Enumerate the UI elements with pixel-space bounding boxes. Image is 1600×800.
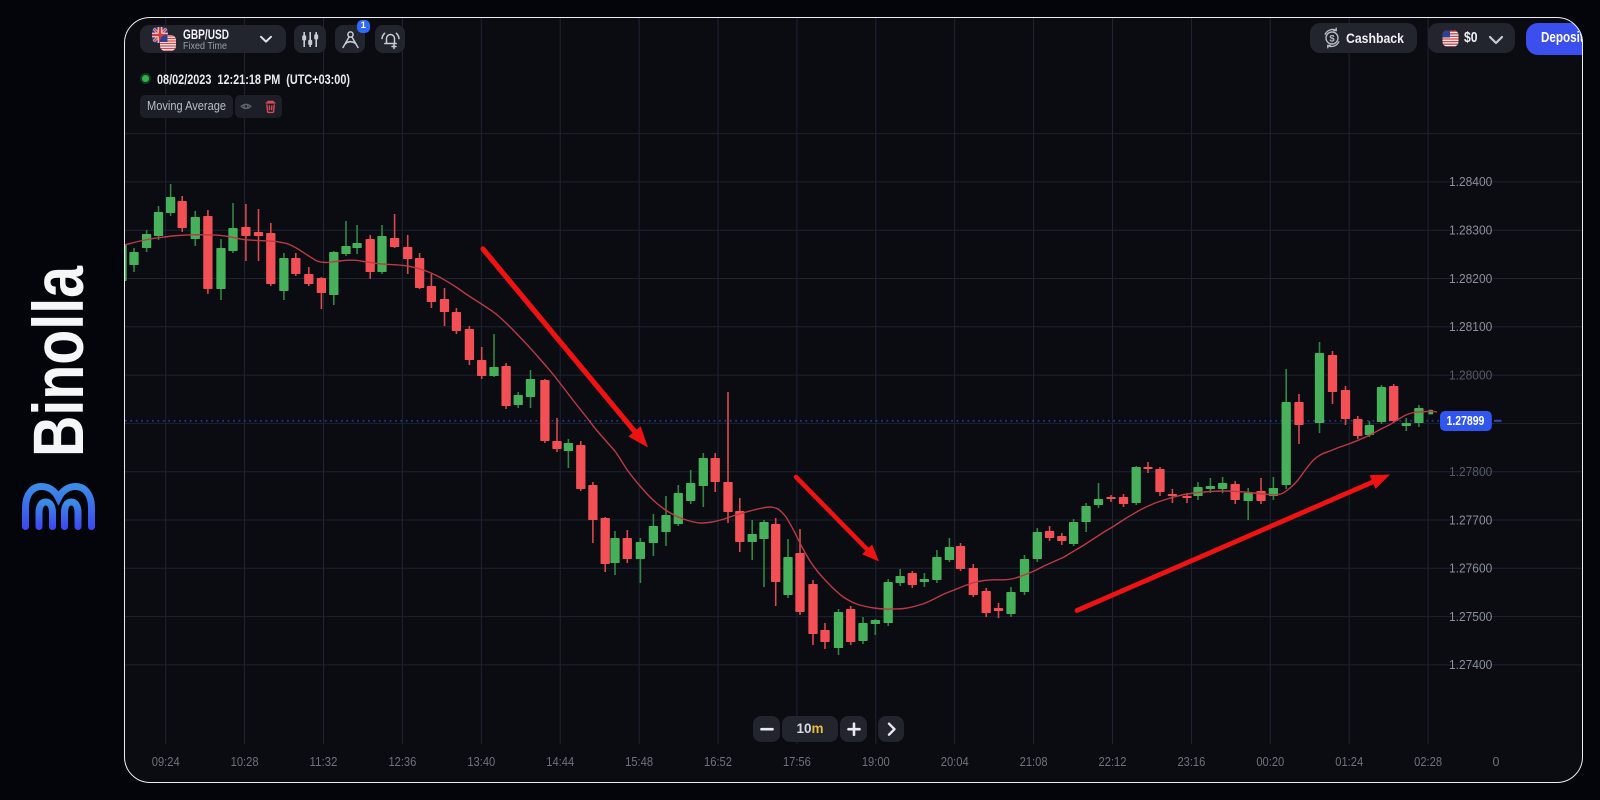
svg-text:17:56: 17:56	[783, 755, 811, 769]
svg-text:1.28400: 1.28400	[1449, 175, 1492, 189]
svg-text:1.27800: 1.27800	[1449, 465, 1492, 479]
svg-text:1.28300: 1.28300	[1449, 224, 1492, 238]
svg-text:10:28: 10:28	[231, 755, 259, 769]
svg-text:13:40: 13:40	[467, 755, 495, 769]
svg-text:23:16: 23:16	[1177, 755, 1205, 769]
svg-text:11:32: 11:32	[310, 755, 338, 769]
svg-text:09:24: 09:24	[152, 755, 180, 769]
svg-text:$: $	[1329, 34, 1335, 45]
svg-text:1.27500: 1.27500	[1449, 610, 1492, 624]
svg-text:02:28: 02:28	[1414, 755, 1442, 769]
svg-text:12:36: 12:36	[388, 755, 416, 769]
svg-text:00:20: 00:20	[1256, 755, 1284, 769]
svg-text:14:44: 14:44	[546, 755, 574, 769]
svg-text:Binolla: Binolla	[20, 266, 99, 457]
svg-text:1.27400: 1.27400	[1449, 658, 1492, 672]
svg-text:16:52: 16:52	[704, 755, 732, 769]
svg-text:21:08: 21:08	[1020, 755, 1048, 769]
svg-text:20:04: 20:04	[941, 755, 969, 769]
svg-text:1.28100: 1.28100	[1449, 320, 1492, 334]
svg-text:15:48: 15:48	[625, 755, 653, 769]
svg-text:0: 0	[1493, 755, 1500, 769]
svg-text:1.28200: 1.28200	[1449, 272, 1492, 286]
svg-text:01:24: 01:24	[1335, 755, 1363, 769]
svg-text:1.27600: 1.27600	[1449, 562, 1492, 576]
svg-text:1.28000: 1.28000	[1449, 368, 1492, 382]
svg-text:22:12: 22:12	[1099, 755, 1127, 769]
svg-text:19:00: 19:00	[862, 755, 890, 769]
svg-text:1.27700: 1.27700	[1449, 513, 1492, 527]
